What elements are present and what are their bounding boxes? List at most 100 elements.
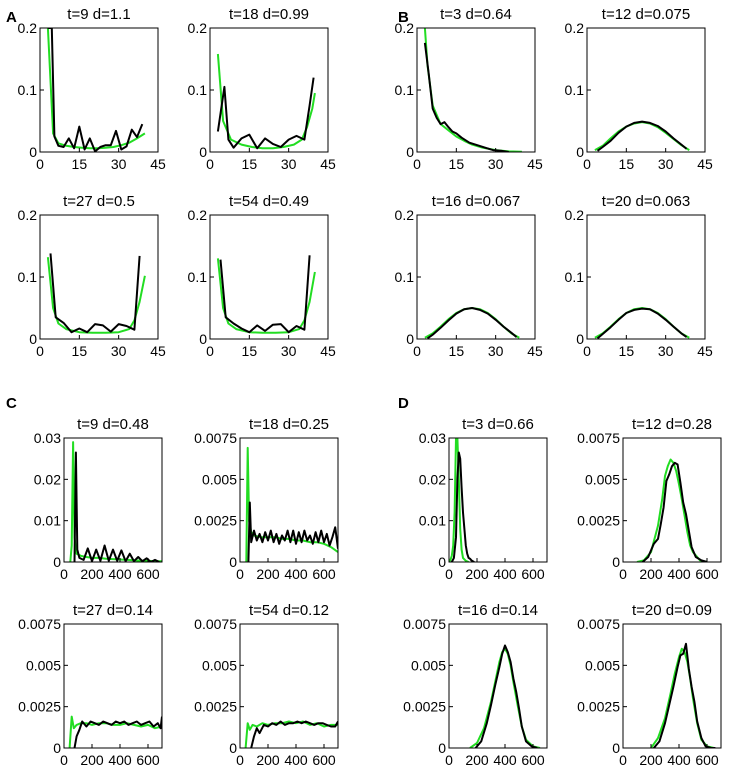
plot-frame	[586, 214, 706, 340]
y-tick-label: 0.0025	[194, 513, 237, 529]
y-tick-label: 0.0025	[577, 699, 620, 715]
series-line-data	[653, 642, 716, 748]
y-tick-label: 0	[199, 144, 207, 160]
chart-title: t=54 d=0.49	[229, 193, 309, 210]
series-line-model	[245, 446, 338, 562]
x-tick-label: 30	[281, 343, 297, 359]
chart-title: t=54 d=0.12	[249, 602, 329, 619]
y-tick-label: 0.005	[411, 657, 446, 673]
y-tick-label: 0.2	[18, 20, 38, 36]
x-tick-label: 400	[493, 566, 517, 582]
y-tick-label: 0.0075	[194, 616, 237, 632]
series-line-data	[426, 307, 518, 339]
x-tick-label: 15	[72, 343, 88, 359]
chart-title: t=16 d=0.067	[432, 193, 520, 210]
panel-label-C: C	[6, 395, 17, 412]
x-tick-label: 200	[256, 752, 280, 768]
x-tick-label: 15	[242, 343, 258, 359]
series-line-model	[650, 647, 715, 748]
series-line-data	[247, 501, 338, 562]
x-tick-label: 0	[236, 566, 244, 582]
x-tick-label: 45	[697, 343, 713, 359]
y-tick-label: 0	[612, 740, 620, 756]
x-tick-label: 600	[521, 752, 545, 768]
y-tick-label: 0.005	[202, 657, 237, 673]
panel-label-B: B	[398, 9, 409, 26]
series-line-model	[449, 438, 469, 562]
plot-frame	[39, 27, 159, 153]
panel-label-D: D	[398, 395, 409, 412]
plot-frame	[239, 623, 339, 749]
y-tick-label: 0.1	[188, 269, 208, 285]
chart-title: t=16 d=0.14	[458, 602, 538, 619]
x-tick-label: 600	[521, 566, 545, 582]
series-line-data	[250, 720, 338, 748]
x-tick-label: 0	[36, 343, 44, 359]
y-tick-label: 0.005	[26, 657, 61, 673]
y-tick-label: 0	[199, 331, 207, 347]
series-line-model	[594, 121, 690, 151]
series-line-data	[216, 77, 315, 150]
x-tick-label: 400	[284, 566, 308, 582]
series-line-model	[636, 458, 708, 562]
y-tick-label: 0	[576, 331, 584, 347]
y-tick-label: 0	[438, 554, 446, 570]
y-tick-label: 0	[612, 554, 620, 570]
plot-frame	[63, 623, 163, 749]
x-tick-label: 30	[658, 156, 674, 172]
chart-title: t=18 d=0.99	[229, 6, 309, 23]
series-line-data	[47, 28, 144, 152]
plot-frame	[416, 214, 536, 340]
series-line-data	[423, 42, 509, 152]
series-line-data	[450, 451, 475, 562]
x-tick-label: 30	[488, 156, 504, 172]
x-tick-label: 600	[312, 566, 336, 582]
x-tick-label: 15	[72, 156, 88, 172]
y-tick-label: 0.2	[565, 207, 585, 223]
chart-title: t=3 d=0.66	[462, 416, 534, 433]
chart-title: t=12 d=0.28	[632, 416, 712, 433]
plot-frame	[239, 437, 339, 563]
series-line-model	[216, 53, 316, 150]
y-tick-label: 0	[438, 740, 446, 756]
y-tick-label: 0	[229, 554, 237, 570]
x-tick-label: 400	[667, 752, 691, 768]
x-tick-label: 600	[136, 566, 160, 582]
plot-frame	[448, 437, 548, 563]
y-tick-label: 0.2	[565, 20, 585, 36]
x-tick-label: 30	[281, 156, 297, 172]
series-line-data	[641, 461, 708, 562]
chart-title: t=3 d=0.64	[440, 6, 512, 23]
y-tick-label: 0.01	[34, 513, 61, 529]
x-tick-label: 600	[312, 752, 336, 768]
y-tick-label: 0	[29, 331, 37, 347]
x-tick-label: 400	[108, 752, 132, 768]
x-tick-label: 30	[111, 343, 127, 359]
y-tick-label: 0	[406, 331, 414, 347]
x-tick-label: 200	[465, 566, 489, 582]
x-tick-label: 45	[150, 156, 166, 172]
y-tick-label: 0.0025	[577, 513, 620, 529]
x-tick-label: 45	[150, 343, 166, 359]
x-tick-label: 200	[639, 752, 663, 768]
y-tick-label: 0.2	[395, 207, 415, 223]
series-line-model	[423, 28, 522, 152]
plot-frame	[63, 437, 163, 563]
chart-title: t=12 d=0.075	[602, 6, 690, 23]
x-tick-label: 45	[320, 343, 336, 359]
chart-title: t=18 d=0.25	[249, 416, 329, 433]
chart-title: t=27 d=0.14	[73, 602, 153, 619]
x-tick-label: 15	[619, 156, 635, 172]
panel-label-A: A	[6, 9, 17, 26]
y-tick-label: 0.03	[419, 430, 446, 446]
x-tick-label: 200	[80, 752, 104, 768]
y-tick-label: 0.0025	[194, 699, 237, 715]
x-tick-label: 0	[60, 752, 68, 768]
x-tick-label: 15	[619, 343, 635, 359]
series-line-data	[73, 451, 160, 562]
y-tick-label: 0.1	[565, 269, 585, 285]
series-line-model	[469, 647, 541, 748]
y-tick-label: 0.1	[395, 82, 415, 98]
x-tick-label: 200	[465, 752, 489, 768]
